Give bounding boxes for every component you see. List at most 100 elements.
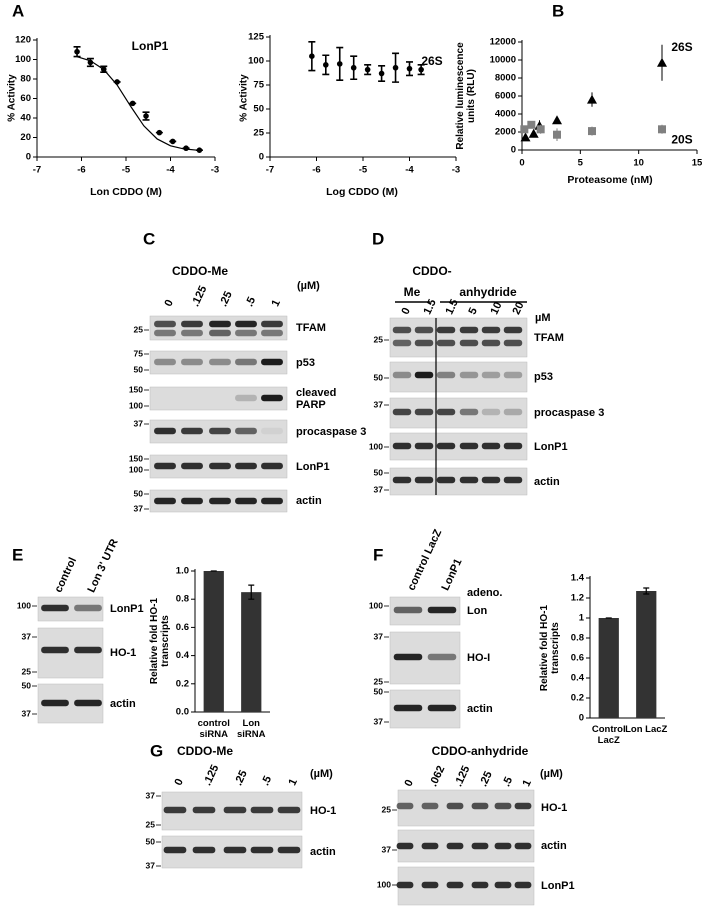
x-axis-label: Log CDDO (M): [326, 186, 398, 198]
x-tick-label: 0: [519, 158, 524, 169]
blot-band: [446, 842, 464, 850]
x-tick-label: Lon siRNA: [236, 718, 266, 740]
lane-label: Lon 3' UTR: [85, 537, 120, 594]
row-label: actin: [541, 840, 567, 852]
mw-marker: 37: [134, 418, 144, 428]
blot-strip: [389, 397, 528, 429]
blot-title: CDDO-anhydride: [432, 744, 529, 758]
y-axis-label: Relative fold HO-1 transcripts: [149, 597, 171, 685]
fit-curve: [76, 56, 198, 151]
blot-band: [459, 442, 479, 450]
mw-marker: 37: [374, 716, 384, 726]
mw-marker: 50: [146, 836, 156, 846]
blot-band: [41, 604, 69, 612]
blot-band: [209, 358, 231, 366]
data-point: [658, 125, 666, 134]
panel-letter: B: [552, 1, 564, 20]
mw-marker: 50: [22, 680, 32, 690]
y-tick-label: 12000: [490, 37, 516, 48]
mw-marker: 25: [22, 666, 32, 676]
blot-band: [436, 339, 456, 347]
blot-band: [181, 497, 203, 505]
row-label: actin: [310, 846, 336, 858]
bar: [203, 571, 224, 712]
data-point: [156, 129, 163, 136]
blot-band: [436, 371, 456, 379]
y-axis-label: Relative luminescence units (RLU): [455, 42, 477, 150]
data-point: [143, 113, 149, 119]
panel-letter: G: [150, 741, 163, 760]
y-tick-label: 75: [253, 80, 264, 91]
lane-label: control: [52, 556, 79, 595]
blot-band: [235, 497, 257, 505]
bar: [636, 591, 657, 718]
blot-band: [192, 846, 216, 854]
blot-band: [235, 394, 257, 402]
blot-band: [459, 326, 479, 334]
y-tick-label: 0.8: [571, 633, 584, 644]
data-point: [527, 120, 536, 129]
y-axis-label: % Activity: [238, 74, 250, 122]
blot-band: [261, 427, 283, 435]
blot-band: [392, 476, 412, 484]
blot-band: [459, 371, 479, 379]
row-label: HO-1: [541, 802, 568, 814]
lane-label: .5: [259, 774, 274, 787]
blot-band: [481, 371, 501, 379]
blot-band: [235, 358, 257, 366]
data-point: [169, 138, 176, 145]
blot-band: [446, 881, 464, 889]
blot-band: [154, 329, 176, 337]
mw-marker: 50: [374, 686, 384, 696]
x-axis-label: Proteasome (nM): [567, 174, 652, 186]
x-tick-label: -7: [266, 165, 274, 176]
blot-band: [421, 881, 439, 889]
blot-band: [393, 704, 423, 712]
data-point: [114, 79, 120, 85]
blot-band: [503, 442, 523, 450]
series-label: 20S: [671, 132, 692, 146]
blot-band: [436, 408, 456, 416]
blot-band: [421, 842, 439, 850]
mw-marker: 100: [129, 464, 143, 474]
blot-band: [163, 806, 187, 814]
blot-band: [392, 408, 412, 416]
mw-marker: 25: [382, 804, 392, 814]
x-tick-label: -4: [166, 165, 175, 176]
row-label: p53: [534, 371, 553, 383]
mw-marker: 50: [134, 488, 144, 498]
blot-band: [392, 371, 412, 379]
data-point: [378, 70, 385, 77]
blot-band: [414, 442, 434, 450]
blot-band: [235, 329, 257, 337]
blot-band: [181, 427, 203, 435]
blot-band: [261, 462, 283, 470]
y-tick-label: 0.4: [176, 650, 190, 661]
y-tick-label: 120: [15, 35, 31, 46]
y-tick-label: 6000: [495, 91, 516, 102]
row-label: TFAM: [296, 322, 326, 334]
blot-band: [514, 842, 532, 850]
blot-strip: [397, 789, 535, 827]
y-tick-label: 80: [20, 74, 31, 85]
blot-strip: [149, 315, 288, 341]
blot-band: [481, 476, 501, 484]
data-point: [520, 125, 529, 134]
data-point: [129, 100, 136, 107]
mw-marker: 100: [369, 441, 383, 451]
blot-band: [494, 881, 512, 889]
unit-label: (µM): [540, 768, 563, 780]
x-tick-label: -5: [359, 165, 368, 176]
bar: [241, 592, 262, 712]
blot-band: [481, 442, 501, 450]
lane-label: control LacZ: [405, 527, 444, 592]
lane-label: 0: [162, 298, 175, 309]
lane-label: 0: [399, 306, 412, 317]
blot-band: [392, 442, 412, 450]
blot-strip: [397, 829, 535, 863]
y-tick-label: 0.4: [571, 673, 585, 684]
blot-band: [235, 320, 257, 328]
blot-band: [514, 802, 532, 810]
data-point: [183, 145, 189, 152]
